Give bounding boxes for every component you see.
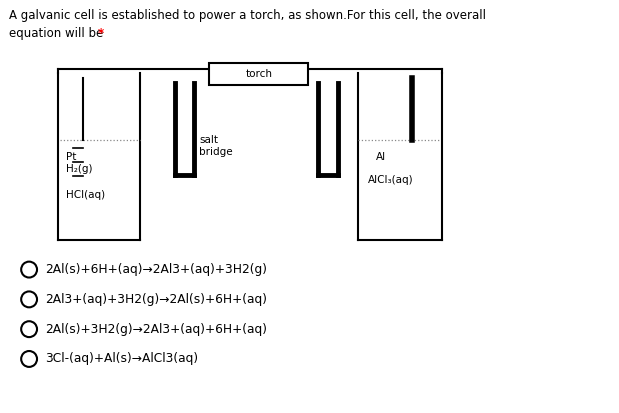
- Text: 2Al(s)+3H2(g)→2Al3+(aq)+6H+(aq): 2Al(s)+3H2(g)→2Al3+(aq)+6H+(aq): [45, 323, 267, 336]
- Text: H₂(g): H₂(g): [66, 164, 92, 174]
- Text: salt
bridge: salt bridge: [199, 135, 233, 157]
- Text: A galvanic cell is established to power a torch, as shown.For this cell, the ove: A galvanic cell is established to power …: [9, 9, 487, 22]
- Text: *: *: [97, 27, 103, 40]
- Bar: [209, 63, 308, 85]
- Text: HCl(aq): HCl(aq): [66, 190, 105, 200]
- Text: torch: torch: [245, 69, 272, 79]
- Text: 3Cl-(aq)+Al(s)→AlCl3(aq): 3Cl-(aq)+Al(s)→AlCl3(aq): [45, 352, 198, 366]
- Text: 2Al3+(aq)+3H2(g)→2Al(s)+6H+(aq): 2Al3+(aq)+3H2(g)→2Al(s)+6H+(aq): [45, 293, 267, 306]
- Text: AlCl₃(aq): AlCl₃(aq): [368, 175, 413, 185]
- Text: Pt: Pt: [66, 152, 76, 162]
- Text: Al: Al: [376, 152, 386, 162]
- Text: equation will be: equation will be: [9, 27, 107, 40]
- Text: 2Al(s)+6H+(aq)→2Al3+(aq)+3H2(g): 2Al(s)+6H+(aq)→2Al3+(aq)+3H2(g): [45, 263, 267, 276]
